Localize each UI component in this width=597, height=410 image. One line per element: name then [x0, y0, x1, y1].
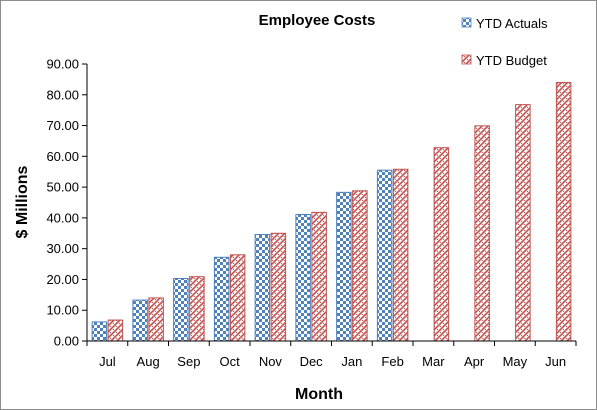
bar-ytd-actuals-feb — [376, 169, 393, 342]
legend-label-actuals: YTD Actuals — [476, 16, 548, 31]
x-tick-label-jun: Jun — [545, 354, 566, 369]
x-tick-label-apr: Apr — [464, 354, 485, 369]
x-tick-label-aug: Aug — [137, 354, 160, 369]
y-axis-ticks: 0.00 10.00 20.00 30.00 40.00 50.00 60.00 70.00 8… — [46, 57, 87, 349]
bar-ytd-budget-mar — [433, 147, 450, 342]
bar-ytd-actuals-dec — [295, 214, 311, 342]
chart-title: Employee Costs — [259, 12, 376, 29]
y-tick-label: 20.00 — [46, 272, 79, 287]
y-tick-label: 40.00 — [46, 210, 79, 225]
bar-ytd-budget-may — [515, 104, 531, 342]
bar-ytd-budget-jun — [555, 81, 572, 342]
y-tick-label: 60.00 — [46, 149, 79, 164]
bar-ytd-actuals-nov — [254, 234, 271, 342]
x-tick-label-jul: Jul — [99, 354, 116, 369]
y-tick-label: 80.00 — [46, 87, 79, 102]
x-tick-label-sep: Sep — [177, 354, 200, 369]
bar-ytd-actuals-sep — [173, 278, 189, 342]
x-tick-label-mar: Mar — [422, 354, 445, 369]
bar-ytd-actuals-jan — [336, 191, 352, 342]
bars — [91, 81, 572, 342]
y-tick-label: 10.00 — [46, 303, 79, 318]
bar-ytd-budget-jul — [107, 319, 124, 342]
bar-ytd-budget-apr — [474, 125, 490, 342]
x-axis-ticks: Jul Aug Sep Oct Nov Dec Jan Feb Mar Apr May Jun — [86, 341, 577, 369]
bar-ytd-actuals-aug — [132, 299, 148, 342]
legend-swatch-actuals — [461, 17, 472, 28]
bar-ytd-budget-dec — [311, 211, 327, 342]
x-axis-title: Month — [295, 386, 343, 403]
bar-ytd-budget-feb — [392, 168, 409, 342]
y-tick-label: 90.00 — [46, 57, 79, 72]
bar-ytd-budget-sep — [189, 276, 205, 342]
x-tick-label-may: May — [503, 354, 528, 369]
bar-ytd-budget-oct — [229, 254, 246, 342]
bar-ytd-actuals-oct — [213, 256, 230, 342]
x-tick-label-dec: Dec — [300, 354, 324, 369]
x-tick-label-nov: Nov — [259, 354, 283, 369]
y-tick-label: 50.00 — [46, 180, 79, 195]
legend-label-budget: YTD Budget — [476, 53, 547, 68]
legend-swatch-budget — [461, 54, 472, 65]
y-tick-label: 30.00 — [46, 241, 79, 256]
y-tick-label: 0.00 — [54, 334, 79, 349]
bar-ytd-actuals-jul — [91, 321, 108, 342]
bar-ytd-budget-nov — [270, 232, 287, 342]
x-tick-label-feb: Feb — [381, 354, 403, 369]
y-axis-title: $ Millions — [14, 165, 31, 238]
bar-ytd-budget-aug — [148, 297, 164, 342]
legend: YTD Actuals YTD Budget — [461, 16, 548, 68]
bar-ytd-budget-jan — [352, 190, 368, 342]
y-tick-label: 70.00 — [46, 118, 79, 133]
x-tick-label-oct: Oct — [220, 354, 241, 369]
x-tick-label-jan: Jan — [341, 354, 362, 369]
